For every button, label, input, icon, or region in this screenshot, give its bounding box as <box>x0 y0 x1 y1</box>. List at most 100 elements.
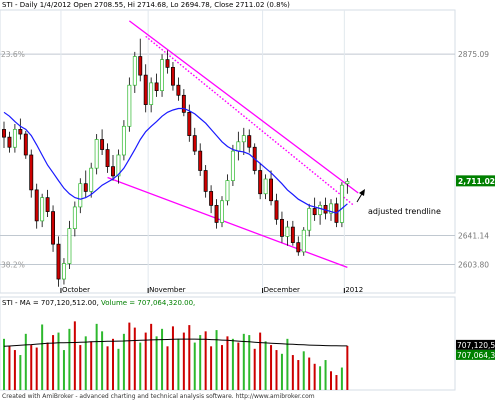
candle <box>296 236 301 256</box>
volume-bar <box>79 345 82 390</box>
volume-tag-bg <box>456 349 495 360</box>
candle-body <box>78 183 83 208</box>
volume-bar <box>73 321 76 390</box>
candle <box>280 211 284 243</box>
volume-bar <box>231 338 234 390</box>
candle <box>160 54 164 97</box>
candle-body <box>339 184 344 223</box>
volume-bar <box>144 332 147 390</box>
adjusted-trendline <box>145 35 354 206</box>
volume-bar <box>24 333 27 390</box>
annotation-arrow-head <box>359 189 365 196</box>
price-header: STI - Daily 1/4/2012 Open 2708.55, Hi 27… <box>2 1 290 9</box>
volume-bar <box>286 338 289 390</box>
candle <box>7 131 12 153</box>
candle-body <box>312 208 317 216</box>
candle-body <box>116 154 121 177</box>
candle-body <box>171 67 175 86</box>
candle-body <box>23 133 28 156</box>
candles <box>2 38 350 287</box>
candle <box>143 64 148 113</box>
fib-level-label: 23.6% <box>1 50 25 59</box>
candle <box>247 129 252 153</box>
candle <box>51 205 56 252</box>
candle-body <box>12 129 17 148</box>
volume-bar <box>248 335 251 390</box>
volume-bars <box>3 321 349 390</box>
candle <box>56 236 61 287</box>
volume-bar <box>193 342 196 390</box>
candle <box>290 220 295 246</box>
grid-lines: 23.6% 38.2% <box>0 50 455 269</box>
volume-bar <box>204 331 207 390</box>
candle <box>203 165 208 198</box>
candle <box>72 201 77 237</box>
candle-body <box>296 242 301 253</box>
volume-pane: STI - MA = 707,120,512.00, Volume = 707,… <box>0 296 456 391</box>
candle-body <box>121 125 126 156</box>
candle <box>171 61 175 91</box>
volume-bar <box>221 345 223 390</box>
candle <box>339 182 344 228</box>
candle <box>274 193 279 225</box>
candle <box>105 143 110 173</box>
volume-bar <box>19 355 22 390</box>
price-pane-frame <box>0 9 456 294</box>
candle-body <box>72 206 77 229</box>
candle <box>121 120 126 161</box>
volume-bar <box>8 346 11 390</box>
volume-moving-average <box>3 338 348 347</box>
footer-bg <box>0 391 495 400</box>
candle-body <box>236 141 241 152</box>
volume-bar <box>106 346 109 390</box>
volume-bar <box>84 336 87 390</box>
last-price-tag-bg <box>456 175 495 187</box>
candle-body <box>274 200 279 220</box>
candle <box>116 149 121 184</box>
candle-body <box>329 203 333 214</box>
candle-body <box>220 200 224 223</box>
volume-bar <box>117 348 120 390</box>
volume-bar <box>57 332 60 390</box>
volume-bar <box>68 328 71 390</box>
candle-body <box>214 205 219 223</box>
volume-bar <box>139 342 142 390</box>
candle-body <box>176 84 181 96</box>
candle <box>78 178 83 214</box>
volume-bar <box>133 327 136 390</box>
volume-bar <box>319 366 322 390</box>
volume-header-volume: Volume = 707,064,320.00, <box>101 299 195 307</box>
candle-body <box>67 228 72 264</box>
candle-body <box>94 139 99 169</box>
candle <box>67 220 72 269</box>
candle <box>269 170 274 206</box>
volume-bar <box>199 335 202 390</box>
candle-body <box>18 129 23 135</box>
volume-bar <box>13 350 16 390</box>
candle <box>285 220 290 246</box>
volume-bar <box>340 367 343 390</box>
candle-body <box>34 189 39 222</box>
candle <box>89 162 94 198</box>
volume-bar <box>253 348 256 390</box>
candle <box>176 77 181 101</box>
annotation-label: adjusted trendline <box>368 207 441 216</box>
candle <box>181 89 186 117</box>
candle-body <box>165 59 170 68</box>
volume-bar <box>52 335 55 390</box>
candle <box>18 118 23 140</box>
candle-body <box>225 180 230 202</box>
candle <box>241 127 246 155</box>
volume-bar <box>95 323 98 390</box>
candle-body <box>318 205 323 216</box>
candle-body <box>230 150 235 181</box>
candle-body <box>29 154 34 191</box>
candle <box>318 201 323 225</box>
candle-body <box>111 166 115 177</box>
candle-body <box>285 226 290 237</box>
candle-body <box>51 211 56 245</box>
volume-bar <box>155 336 158 390</box>
volume-ma-tag-bg <box>456 339 495 350</box>
candle-body <box>247 135 252 148</box>
